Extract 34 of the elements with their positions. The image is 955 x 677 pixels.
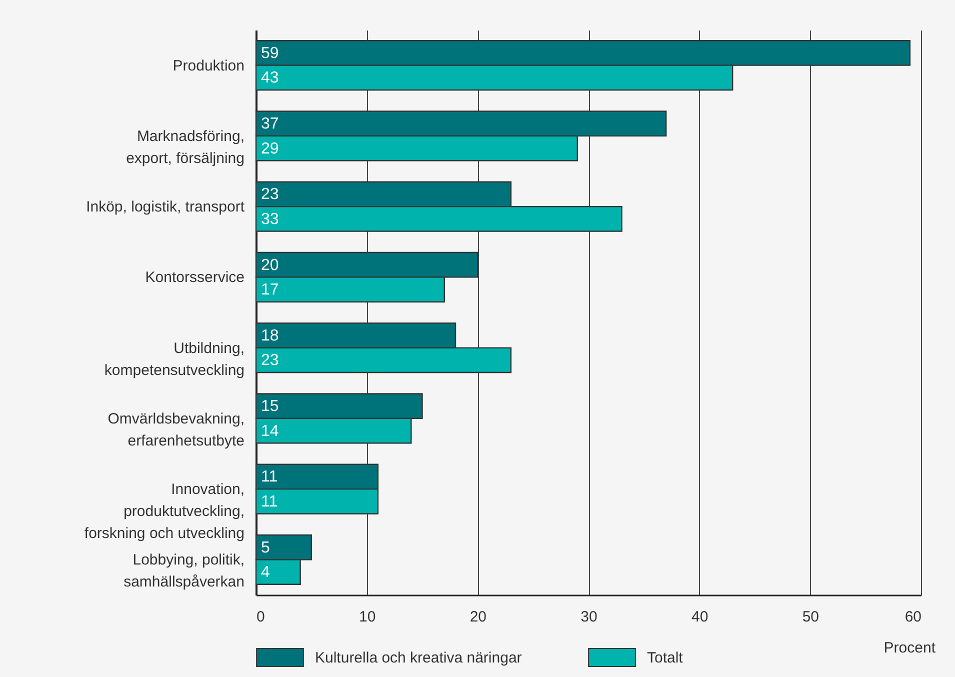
legend-label: Totalt — [647, 649, 684, 666]
data-label: 37 — [261, 116, 279, 133]
x-tick-label: 30 — [580, 608, 598, 626]
data-label: 5 — [261, 539, 270, 556]
y-tick-label: Utbildning, kompetensutveckling — [104, 340, 244, 379]
x-tick-label: 40 — [691, 608, 708, 626]
x-tick-label: 20 — [470, 608, 487, 626]
y-tick-label: Produktion — [172, 57, 244, 74]
x-tick-label: 0 — [256, 608, 265, 626]
y-tick-label: Kontorsservice — [145, 269, 244, 286]
data-label: 43 — [261, 70, 279, 87]
data-label: 14 — [261, 422, 279, 440]
data-label: 11 — [261, 468, 278, 486]
y-tick-label: Marknadsföring, export, försäljning — [126, 128, 244, 167]
data-label: 4 — [261, 564, 270, 582]
data-label: 15 — [261, 398, 279, 416]
legend-label: Kulturella och kreativa näringar — [315, 649, 522, 666]
data-label: 23 — [261, 352, 279, 370]
data-label: 11 — [261, 493, 278, 510]
data-label: 17 — [261, 282, 279, 299]
data-label: 20 — [261, 256, 279, 274]
y-tick-label: Inköp, logistik, transport — [86, 198, 246, 216]
x-tick-label: 60 — [904, 608, 922, 626]
x-axis-title: Procent — [884, 640, 936, 656]
y-tick-label: Omvärldsbevakning, erfarenhetsutbyte — [108, 410, 244, 450]
data-label: 33 — [261, 210, 279, 228]
y-tick-label: Innovation, produktutveckling, forskning och utveckling — [84, 481, 244, 542]
data-label: 59 — [261, 44, 279, 62]
data-label: 23 — [261, 186, 279, 204]
data-label: 18 — [261, 327, 279, 344]
data-label: 29 — [261, 140, 279, 158]
x-tick-label: 50 — [802, 608, 820, 626]
x-tick-label: 10 — [358, 608, 376, 626]
y-tick-label: Lobbying, politik, samhällspåverkan — [124, 552, 244, 591]
